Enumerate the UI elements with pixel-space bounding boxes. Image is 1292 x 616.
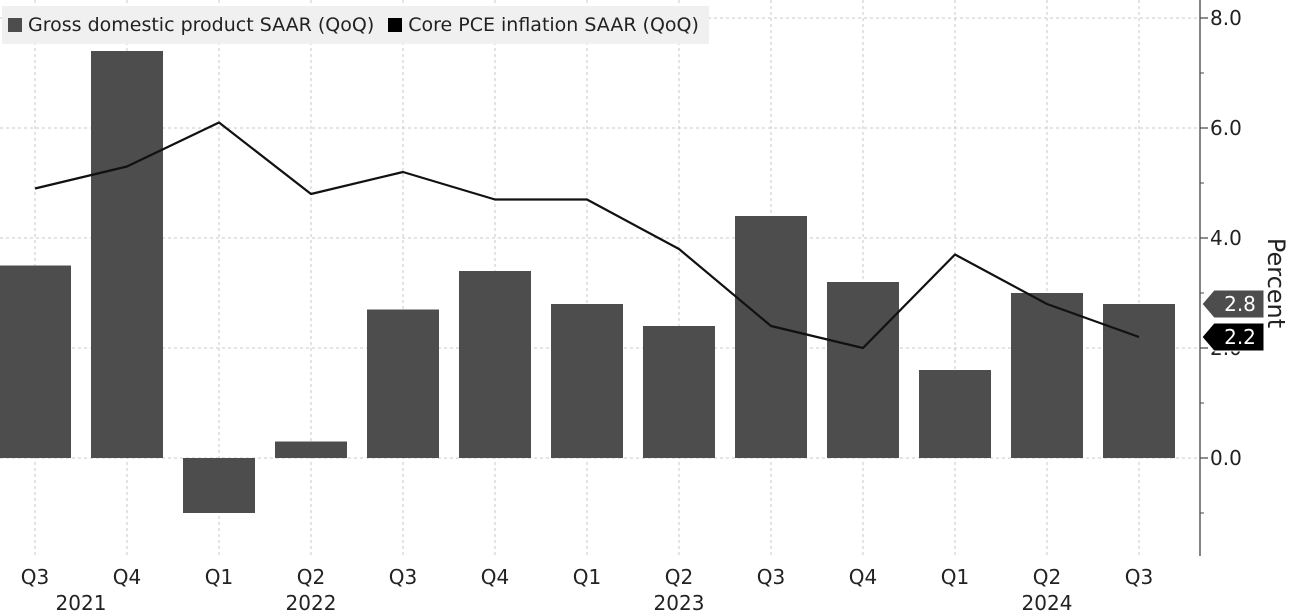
x-tick-label: Q3 [757, 565, 785, 589]
y-tick-label: 4.0 [1210, 226, 1242, 250]
x-tick-label: Q1 [205, 565, 233, 589]
bar [551, 304, 623, 458]
bar [275, 441, 347, 458]
last-value-flag [1201, 289, 1265, 319]
legend: Gross domestic product SAAR (QoQ) Core P… [2, 6, 709, 44]
x-year-label: 2024 [1022, 591, 1073, 615]
x-year-label: 2022 [286, 591, 337, 615]
x-tick-label: Q4 [481, 565, 509, 589]
bar [183, 458, 255, 513]
bar [827, 282, 899, 458]
last-value-text: 2.8 [1224, 292, 1256, 316]
last-value-labels: 2.82.2 [1201, 289, 1265, 352]
legend-swatch-gdp [8, 18, 22, 32]
x-tick-label: Q1 [941, 565, 969, 589]
core-pce-line [34, 121, 1140, 350]
x-tick-label: Q2 [1033, 565, 1061, 589]
last-value-flag [1201, 322, 1265, 352]
y-axis-label: Percent [1262, 238, 1290, 328]
gdp-bars [0, 51, 1175, 513]
last-value-text: 2.2 [1224, 325, 1256, 349]
x-year-label: 2021 [56, 591, 107, 615]
y-axis: 8.06.04.02.00.0 [1199, 0, 1242, 556]
legend-item-gdp: Gross domestic product SAAR (QoQ) [8, 14, 374, 36]
x-tick-label: Q1 [573, 565, 601, 589]
x-tick-label: Q4 [113, 565, 141, 589]
bar [919, 370, 991, 458]
y-tick-label: 0.0 [1210, 446, 1242, 470]
bar [1011, 293, 1083, 458]
legend-label-gdp: Gross domestic product SAAR (QoQ) [28, 14, 375, 36]
bar [643, 326, 715, 458]
x-tick-label: Q3 [21, 565, 49, 589]
bar [367, 309, 439, 458]
bar [91, 51, 163, 458]
legend-item-core-pce: Core PCE inflation SAAR (QoQ) [388, 14, 699, 36]
bar [735, 216, 807, 458]
legend-swatch-core-pce [388, 18, 403, 32]
x-tick-label: Q3 [389, 565, 417, 589]
x-year-label: 2023 [654, 591, 705, 615]
x-tick-label: Q2 [665, 565, 693, 589]
bar [0, 265, 71, 458]
y-tick-label: 8.0 [1210, 6, 1242, 30]
x-axis: Q3 Q4 Q1 Q2 Q3 Q4 Q1 Q2 Q3 Q4 Q1 Q2 Q3 2021 2022 2023 20… [21, 565, 1153, 615]
bar [1103, 304, 1175, 458]
y-tick-label: 6.0 [1210, 116, 1242, 140]
x-tick-label: Q3 [1125, 565, 1153, 589]
grid-lines [0, 0, 1200, 556]
legend-label-core-pce: Core PCE inflation SAAR (QoQ) [408, 14, 699, 36]
bar [459, 271, 531, 458]
x-tick-label: Q4 [849, 565, 877, 589]
x-tick-label: Q2 [297, 565, 325, 589]
